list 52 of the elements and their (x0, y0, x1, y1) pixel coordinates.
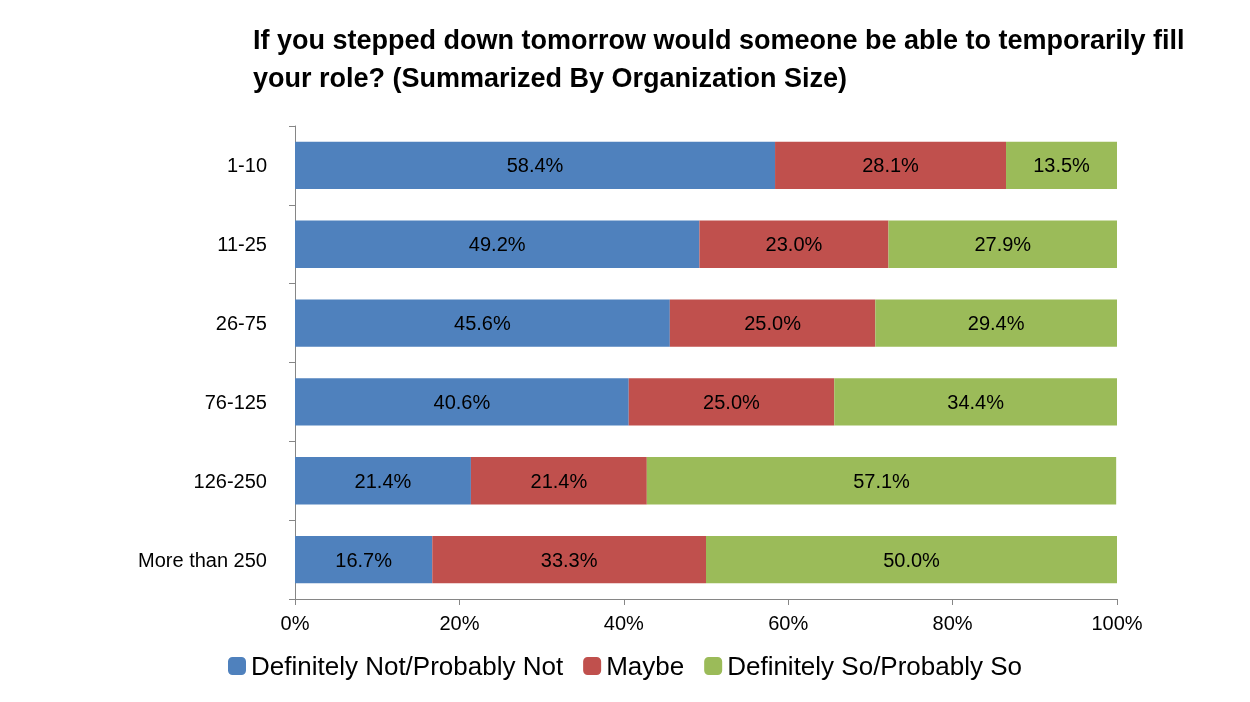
bar (295, 457, 471, 505)
bar (470, 457, 647, 505)
bar (295, 220, 700, 268)
bar (295, 141, 776, 190)
y-tick-label: 11-25 (217, 233, 267, 256)
y-tick-label: More than 250 (138, 548, 267, 571)
data-label: 33.3% (540, 548, 598, 571)
y-tick-label: 26-75 (215, 312, 267, 335)
bar (875, 299, 1117, 347)
bar (1006, 141, 1117, 190)
data-label: 57.1% (853, 469, 911, 492)
bar (295, 299, 670, 347)
bar (432, 535, 706, 584)
bar (628, 378, 835, 426)
data-label: 16.7% (335, 548, 393, 571)
data-label: 13.5% (1033, 154, 1091, 177)
data-label: 28.1% (862, 154, 920, 177)
data-label: 29.4% (967, 312, 1025, 335)
x-tick-label: 40% (603, 612, 645, 634)
data-label: 25.0% (744, 312, 802, 335)
bar (295, 378, 629, 426)
bar (699, 220, 889, 268)
data-label: 27.9% (974, 233, 1032, 256)
legend-label: Maybe (606, 651, 685, 681)
data-label: 34.4% (947, 390, 1005, 413)
bar (888, 220, 1117, 268)
bar (646, 457, 1117, 505)
data-label: 49.2% (468, 233, 526, 256)
data-label: 25.0% (703, 390, 761, 413)
x-tick-label: 20% (439, 612, 480, 634)
y-tick-label: 126-250 (193, 469, 267, 492)
data-label: 21.4% (530, 469, 588, 492)
x-tick-label: 100% (1091, 612, 1143, 634)
chart-title: If you stepped down tomorrow would someone be able to temporarily fill your role? (Summarized By Organization Size) (253, 25, 1193, 93)
data-label: 21.4% (354, 469, 412, 492)
data-label: 45.6% (454, 312, 511, 335)
x-tick-label: 80% (932, 612, 973, 634)
x-tick-label: 0% (280, 612, 310, 634)
bar (295, 535, 433, 584)
bar (775, 141, 1007, 190)
bar (706, 535, 1117, 584)
legend-label: Definitely Not/Probably Not (251, 651, 564, 681)
legend-label: Definitely So/Probably So (727, 651, 1023, 681)
bar (669, 299, 876, 347)
y-tick-label: 76-125 (204, 390, 267, 413)
x-tick-label: 60% (768, 612, 809, 634)
data-label: 50.0% (883, 548, 941, 571)
data-label: 58.4% (506, 154, 564, 177)
bar (834, 378, 1117, 426)
data-label: 23.0% (765, 233, 823, 256)
data-label: 40.6% (433, 390, 491, 413)
y-tick-label: 1-10 (226, 154, 267, 177)
